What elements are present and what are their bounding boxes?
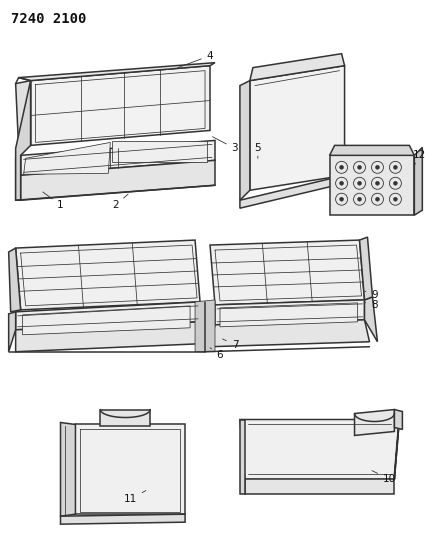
- Circle shape: [393, 181, 398, 185]
- Polygon shape: [60, 514, 185, 524]
- Polygon shape: [195, 300, 215, 352]
- Circle shape: [375, 197, 380, 201]
- Polygon shape: [75, 424, 185, 514]
- Polygon shape: [245, 479, 395, 494]
- Polygon shape: [16, 240, 200, 310]
- Polygon shape: [21, 160, 215, 200]
- Polygon shape: [395, 409, 402, 430]
- Polygon shape: [330, 146, 414, 155]
- Polygon shape: [360, 237, 372, 300]
- Polygon shape: [60, 423, 75, 516]
- Polygon shape: [414, 148, 422, 215]
- Polygon shape: [210, 240, 365, 305]
- Polygon shape: [250, 54, 345, 80]
- Polygon shape: [30, 66, 210, 146]
- Circle shape: [375, 181, 380, 185]
- Polygon shape: [19, 63, 215, 80]
- Polygon shape: [21, 140, 215, 175]
- Text: 8: 8: [364, 300, 378, 310]
- Text: 11: 11: [124, 490, 146, 504]
- Text: 9: 9: [364, 290, 378, 300]
- Polygon shape: [9, 248, 21, 312]
- Polygon shape: [16, 80, 30, 148]
- Polygon shape: [23, 306, 190, 335]
- Polygon shape: [16, 80, 30, 200]
- Circle shape: [357, 181, 362, 185]
- Text: 10: 10: [372, 471, 396, 484]
- Text: 12: 12: [413, 150, 426, 165]
- Polygon shape: [395, 415, 399, 479]
- Polygon shape: [24, 142, 110, 174]
- Circle shape: [393, 197, 398, 201]
- Circle shape: [375, 165, 380, 169]
- Polygon shape: [220, 303, 357, 327]
- Circle shape: [339, 165, 344, 169]
- Polygon shape: [112, 141, 207, 163]
- Polygon shape: [9, 312, 16, 352]
- Polygon shape: [240, 419, 399, 479]
- Polygon shape: [101, 409, 150, 426]
- Polygon shape: [240, 175, 345, 208]
- Text: 2: 2: [112, 194, 128, 210]
- Polygon shape: [240, 419, 245, 494]
- Text: 7: 7: [223, 339, 238, 350]
- Polygon shape: [354, 409, 395, 435]
- Circle shape: [393, 165, 398, 169]
- Polygon shape: [330, 155, 414, 215]
- Polygon shape: [215, 300, 365, 325]
- Text: 4: 4: [178, 51, 213, 68]
- Polygon shape: [16, 155, 21, 200]
- Text: 5: 5: [255, 143, 261, 158]
- Polygon shape: [250, 66, 345, 190]
- Circle shape: [357, 197, 362, 201]
- Polygon shape: [365, 297, 377, 342]
- Polygon shape: [210, 320, 369, 347]
- Polygon shape: [16, 302, 200, 330]
- Circle shape: [357, 165, 362, 169]
- Text: 3: 3: [212, 136, 238, 154]
- Circle shape: [339, 197, 344, 201]
- Polygon shape: [16, 322, 200, 352]
- Text: 7240 2100: 7240 2100: [11, 12, 86, 26]
- Text: 6: 6: [210, 348, 223, 360]
- Text: 1: 1: [43, 192, 64, 210]
- Circle shape: [339, 181, 344, 185]
- Polygon shape: [240, 80, 250, 200]
